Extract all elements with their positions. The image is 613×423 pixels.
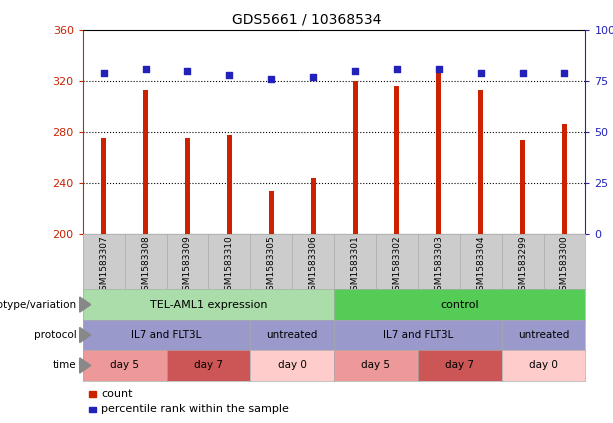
Point xyxy=(141,65,151,72)
Bar xyxy=(478,90,483,234)
Point xyxy=(224,71,234,78)
Point xyxy=(266,75,276,82)
Point xyxy=(183,67,192,74)
Text: control: control xyxy=(440,299,479,310)
Point xyxy=(476,69,485,76)
Bar xyxy=(520,140,525,234)
Text: IL7 and FLT3L: IL7 and FLT3L xyxy=(131,330,202,340)
Text: genotype/variation: genotype/variation xyxy=(0,299,77,310)
Text: day 0: day 0 xyxy=(529,360,558,371)
Text: day 7: day 7 xyxy=(194,360,223,371)
Point xyxy=(560,69,569,76)
Bar xyxy=(311,178,316,234)
Text: untreated: untreated xyxy=(267,330,318,340)
Text: count: count xyxy=(101,389,132,399)
Point xyxy=(392,65,402,72)
Bar xyxy=(352,81,357,234)
Bar xyxy=(562,124,567,234)
Point xyxy=(308,73,318,80)
Text: time: time xyxy=(53,360,77,371)
Bar xyxy=(268,191,274,234)
Point xyxy=(350,67,360,74)
Point xyxy=(517,69,527,76)
Text: GDS5661 / 10368534: GDS5661 / 10368534 xyxy=(232,13,381,27)
Bar xyxy=(101,138,106,234)
Text: day 5: day 5 xyxy=(362,360,390,371)
Point xyxy=(434,65,444,72)
Text: day 7: day 7 xyxy=(445,360,474,371)
Text: untreated: untreated xyxy=(518,330,569,340)
Text: TEL-AML1 expression: TEL-AML1 expression xyxy=(150,299,267,310)
Bar xyxy=(394,86,400,234)
Text: IL7 and FLT3L: IL7 and FLT3L xyxy=(383,330,453,340)
Bar xyxy=(185,138,190,234)
Text: protocol: protocol xyxy=(34,330,77,340)
Bar xyxy=(227,135,232,234)
Text: day 0: day 0 xyxy=(278,360,306,371)
Bar xyxy=(436,68,441,234)
Point xyxy=(99,69,109,76)
Text: percentile rank within the sample: percentile rank within the sample xyxy=(101,404,289,414)
Text: day 5: day 5 xyxy=(110,360,139,371)
Bar xyxy=(143,90,148,234)
